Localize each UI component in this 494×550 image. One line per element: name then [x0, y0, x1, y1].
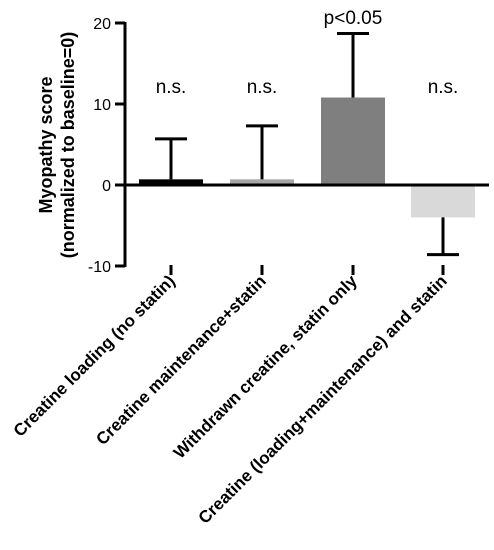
y-axis-title-line1: Myopathy score — [36, 76, 56, 213]
bar-3 — [321, 97, 385, 185]
y-tick-label-3: 10 — [93, 97, 111, 114]
significance-label-4: n.s. — [428, 77, 459, 98]
category-label-1: Creatine loading (no statin) — [10, 271, 179, 440]
bar-4 — [411, 185, 475, 218]
axes-layer — [115, 21, 489, 275]
y-tick-label-1: -10 — [88, 259, 111, 276]
bar-1 — [139, 179, 203, 185]
significance-label-1: n.s. — [156, 77, 187, 98]
y-axis-title: Myopathy score (normalized to baseline=0… — [36, 32, 78, 259]
bars-layer — [139, 97, 475, 218]
y-axis-title-line2: (normalized to baseline=0) — [58, 32, 78, 259]
error-bars-layer — [155, 32, 459, 257]
y-tick-label-4: 20 — [93, 16, 111, 33]
category-label-3: Withdrawn creatine, statin only — [170, 271, 361, 462]
bar-2 — [230, 179, 294, 185]
significance-label-3: p<0.05 — [324, 8, 383, 29]
category-label-2: Creatine maintenance+statin — [92, 271, 269, 448]
y-tick-label-2: 0 — [102, 178, 111, 195]
significance-label-2: n.s. — [247, 77, 278, 98]
